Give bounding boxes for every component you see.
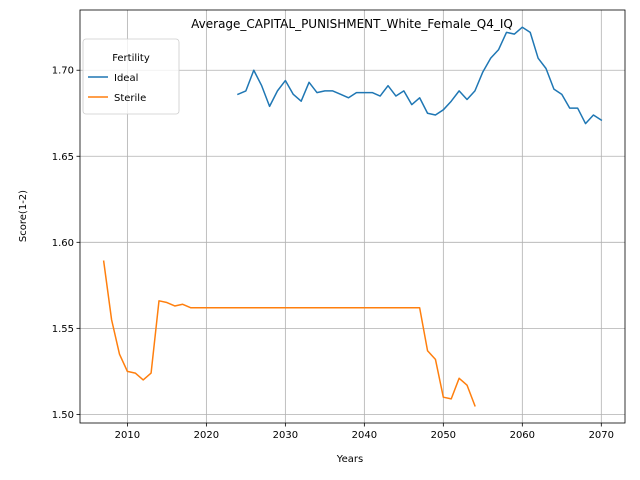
y-tick-label: 1.60	[52, 238, 74, 249]
x-tick-label: 2040	[352, 430, 377, 441]
y-tick-label: 1.55	[52, 324, 74, 335]
x-tick-label: 2060	[510, 430, 535, 441]
plot-frame	[79, 9, 626, 424]
axis-ticks: 2010 2020 2030 2040 2050 2060 2070 1.50 1.55 1.60…	[52, 66, 614, 441]
series-line-ideal	[236, 26, 603, 125]
legend: Fertility Ideal Sterile	[82, 38, 180, 115]
x-tick-label: 2020	[194, 430, 219, 441]
y-tick-label: 1.70	[52, 66, 74, 77]
y-axis-label: Score(1-2)	[18, 190, 29, 242]
y-tick-label: 1.65	[52, 152, 74, 163]
x-tick-label: 2050	[431, 430, 456, 441]
x-axis-label: Years	[336, 454, 363, 465]
series-lines	[102, 26, 603, 407]
legend-box	[82, 38, 180, 115]
x-tick-label: 2010	[115, 430, 140, 441]
grid	[80, 10, 625, 423]
chart-title: Average_CAPITAL_PUNISHMENT_White_Female_…	[191, 17, 513, 31]
legend-label-sterile: Sterile	[114, 93, 146, 104]
legend-title: Fertility	[112, 53, 150, 64]
legend-label-ideal: Ideal	[114, 73, 138, 84]
series-line-sterile	[102, 260, 476, 407]
x-tick-label: 2030	[273, 430, 298, 441]
y-tick-label: 1.50	[52, 410, 74, 421]
x-tick-label: 2070	[589, 430, 614, 441]
